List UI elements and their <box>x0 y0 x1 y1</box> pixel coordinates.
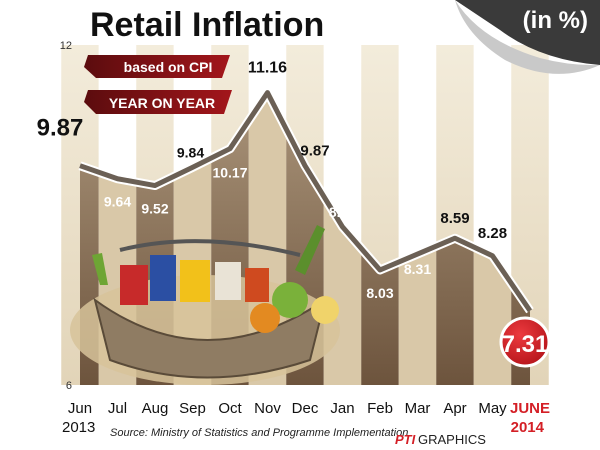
data-label-last: 7.31 <box>502 331 549 358</box>
data-label: 11.16 <box>248 60 287 77</box>
data-label: 8.28 <box>478 225 507 242</box>
unit-label: (in %) <box>523 7 588 34</box>
highlight-last-value: 7.31 <box>499 316 551 368</box>
data-label: 9.87 <box>300 143 329 160</box>
badge-cpi-text: based on CPI <box>124 59 213 75</box>
data-label: 9.84 <box>177 144 204 160</box>
data-label: 8.79 <box>329 204 356 220</box>
page-curl-decoration <box>455 0 600 74</box>
badge-cpi: based on CPI <box>84 55 230 78</box>
x-tick-label: Oct <box>218 400 242 417</box>
credit-pti: PTI <box>395 432 416 447</box>
series-line-group <box>78 88 534 314</box>
data-labels-group: 9.87 9.64 9.52 9.84 10.17 11.16 9.87 8.79 8.03 8.… <box>37 60 507 301</box>
x-tick-label: Jan <box>330 400 354 417</box>
x-tick-label: Nov <box>254 400 281 417</box>
data-label: 9.52 <box>141 201 168 217</box>
x-tick-label: Aug <box>142 400 169 417</box>
x-tick-label: Jun <box>68 400 92 417</box>
data-label: 9.87 <box>37 115 84 142</box>
data-label: 10.17 <box>212 165 247 181</box>
data-label: 8.59 <box>440 210 469 227</box>
year-end-label: 2014 <box>511 419 545 436</box>
y-tick-label: 6 <box>66 380 72 392</box>
x-tick-label: Dec <box>292 400 319 417</box>
data-label: 8.03 <box>366 285 393 301</box>
x-tick-label: Feb <box>367 400 393 417</box>
y-tick-label: 12 <box>60 40 72 52</box>
badge-yoy: YEAR ON YEAR <box>84 90 232 114</box>
x-tick-label: JUNE <box>510 400 550 417</box>
source-note: Source: Ministry of Statistics and Progr… <box>110 427 408 439</box>
x-tick-label: Jul <box>108 400 127 417</box>
credit-graphics: GRAPHICS <box>418 432 486 447</box>
year-start-label: 2013 <box>62 419 95 436</box>
basket-illustration <box>70 225 340 385</box>
x-tick-label: May <box>478 400 507 417</box>
y-tick-labels: 12 6 <box>60 40 72 392</box>
data-label: 8.31 <box>404 261 431 277</box>
x-tick-label: Sep <box>179 400 206 417</box>
chart-title: Retail Inflation <box>90 6 324 44</box>
x-tick-label: Apr <box>443 400 466 417</box>
data-label: 9.64 <box>104 194 131 210</box>
badge-yoy-text: YEAR ON YEAR <box>109 95 215 111</box>
x-tick-labels: Jun Jul Aug Sep Oct Nov Dec Jan Feb Mar Apr May JUNE <box>68 400 550 417</box>
x-tick-label: Mar <box>405 400 431 417</box>
